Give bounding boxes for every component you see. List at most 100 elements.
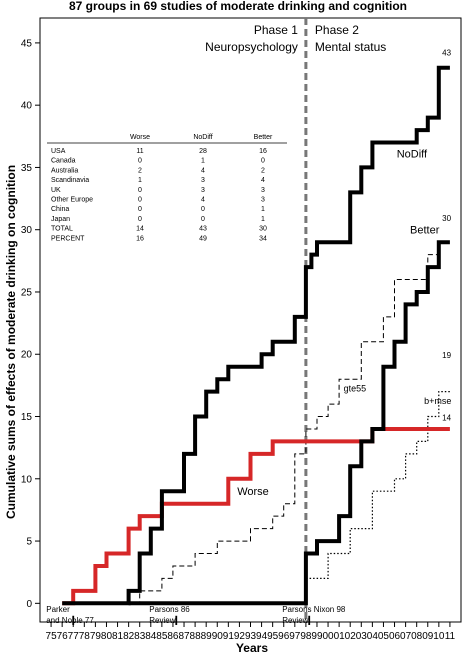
x-tick-label: 11 bbox=[445, 631, 456, 642]
milestone-sublabel-2: Review bbox=[149, 616, 175, 625]
table-cell: 4 bbox=[261, 177, 265, 184]
table-header-cell: Worse bbox=[130, 134, 150, 141]
y-tick-label: 30 bbox=[21, 225, 33, 236]
phase1-label: Phase 1 bbox=[254, 23, 298, 37]
end-label-better: 30 bbox=[442, 214, 451, 223]
chart-title: 87 groups in 69 studies of moderate drin… bbox=[69, 0, 407, 13]
milestone-label-3: Parsons Nixon 98 bbox=[282, 605, 346, 614]
table-cell: 49 bbox=[199, 235, 207, 242]
x-tick-label: 84 bbox=[145, 631, 157, 642]
milestone-label-1: Parker bbox=[46, 605, 70, 614]
y-tick-label: 35 bbox=[21, 163, 33, 174]
series-label-better: Better bbox=[410, 224, 440, 236]
end-label-nodiff: 43 bbox=[442, 48, 451, 57]
series-line-better bbox=[128, 240, 450, 606]
y-tick-label: 15 bbox=[21, 412, 33, 423]
x-tick-label: 91 bbox=[223, 631, 235, 642]
table-cell: 3 bbox=[201, 177, 205, 184]
x-tick-label: 81 bbox=[112, 631, 124, 642]
x-tick-label: 09 bbox=[422, 631, 434, 642]
table-cell: 3 bbox=[261, 197, 265, 204]
table-cell: 14 bbox=[136, 226, 144, 233]
table-cell: Canada bbox=[51, 158, 76, 165]
series-line-worse bbox=[62, 427, 450, 606]
table-cell: China bbox=[51, 206, 69, 213]
x-tick-label: 01 bbox=[334, 631, 346, 642]
x-tick-label: 07 bbox=[400, 631, 412, 642]
table-cell: 0 bbox=[201, 206, 205, 213]
x-tick-label: 79 bbox=[90, 631, 102, 642]
table-cell: Japan bbox=[51, 216, 70, 223]
y-tick-label: 40 bbox=[21, 101, 33, 112]
table-cell: 16 bbox=[136, 235, 144, 242]
series-line-nodiff bbox=[62, 65, 450, 606]
table-cell: TOTAL bbox=[51, 226, 73, 233]
table-cell: Other Europe bbox=[51, 197, 93, 204]
table-cell: 28 bbox=[199, 148, 207, 155]
x-tick-label: 95 bbox=[267, 631, 279, 642]
x-tick-label: 08 bbox=[411, 631, 423, 642]
x-tick-label: 78 bbox=[79, 631, 91, 642]
x-tick-label: 93 bbox=[245, 631, 257, 642]
phase2-sublabel: Mental status bbox=[315, 40, 386, 54]
table-cell: 43 bbox=[199, 226, 207, 233]
y-tick-label: 25 bbox=[21, 287, 33, 298]
x-tick-label: 82 bbox=[123, 631, 135, 642]
x-tick-label: 03 bbox=[356, 631, 368, 642]
series-label-worse: Worse bbox=[237, 486, 269, 498]
table-cell: 0 bbox=[201, 216, 205, 223]
table-cell: 3 bbox=[201, 187, 205, 194]
x-tick-label: 75 bbox=[46, 631, 58, 642]
table-cell: 0 bbox=[261, 158, 265, 165]
series-label-gte55: gte55 bbox=[344, 384, 367, 394]
x-tick-label: 85 bbox=[156, 631, 168, 642]
end-label-worse: 14 bbox=[442, 413, 451, 422]
phase1-sublabel: Neuropsychology bbox=[205, 40, 298, 54]
x-tick-label: 77 bbox=[68, 631, 80, 642]
table-header-cell: NoDiff bbox=[193, 134, 212, 141]
table-cell: 4 bbox=[201, 197, 205, 204]
x-tick-label: 87 bbox=[178, 631, 190, 642]
series-line-gte55 bbox=[128, 254, 439, 604]
table-cell: 11 bbox=[136, 148, 143, 155]
table-cell: 2 bbox=[261, 167, 265, 174]
table-cell: 0 bbox=[138, 158, 142, 165]
table-cell: 0 bbox=[138, 197, 142, 204]
milestone-label-2: Parsons 86 bbox=[149, 605, 190, 614]
x-tick-label: 89 bbox=[201, 631, 213, 642]
milestone-sublabel-1: and Noble 77 bbox=[46, 616, 94, 625]
y-axis-title: Cumulative sums of effects of moderate d… bbox=[4, 165, 18, 519]
table-cell: 0 bbox=[138, 216, 142, 223]
table-cell: PERCENT bbox=[51, 235, 85, 242]
table-cell: UK bbox=[51, 187, 61, 194]
x-tick-label: 99 bbox=[311, 631, 323, 642]
table-cell: 1 bbox=[201, 158, 205, 165]
phase2-label: Phase 2 bbox=[315, 23, 359, 37]
x-tick-label: 00 bbox=[322, 631, 334, 642]
table-cell: 1 bbox=[261, 206, 265, 213]
end-label-bmse: 19 bbox=[442, 351, 451, 360]
series-label-nodiff: NoDiff bbox=[397, 148, 428, 160]
x-tick-label: 76 bbox=[57, 631, 69, 642]
table-cell: 16 bbox=[259, 148, 267, 155]
y-tick-label: 5 bbox=[26, 537, 32, 548]
table-cell: 3 bbox=[261, 187, 265, 194]
table-cell: 1 bbox=[138, 177, 142, 184]
x-axis-title: Years bbox=[236, 641, 268, 655]
x-tick-label: 83 bbox=[134, 631, 146, 642]
x-tick-label: 02 bbox=[345, 631, 357, 642]
x-tick-label: 88 bbox=[190, 631, 202, 642]
table-cell: 1 bbox=[261, 216, 265, 223]
table-header-cell: Better bbox=[254, 134, 273, 141]
table-cell: 2 bbox=[138, 167, 142, 174]
x-tick-label: 86 bbox=[167, 631, 179, 642]
x-tick-label: 06 bbox=[389, 631, 401, 642]
x-tick-label: 80 bbox=[101, 631, 113, 642]
x-tick-label: 04 bbox=[367, 631, 379, 642]
table-cell: 4 bbox=[201, 167, 205, 174]
table-cell: Scandinavia bbox=[51, 177, 89, 184]
x-tick-label: 97 bbox=[289, 631, 301, 642]
